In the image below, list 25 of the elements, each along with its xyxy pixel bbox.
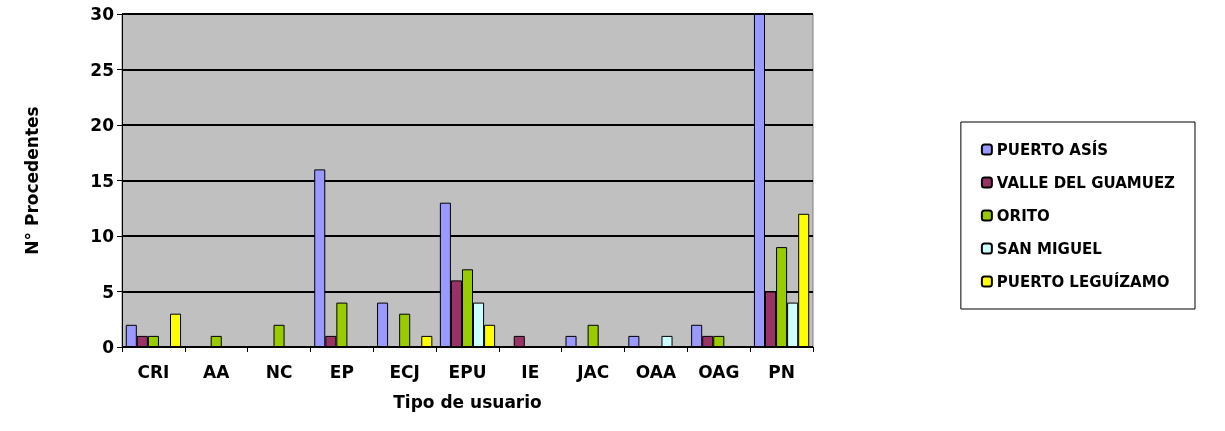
- legend-label: VALLE DEL GUAMUEZ: [996, 173, 1176, 192]
- x-tick-label: NC: [265, 361, 293, 382]
- y-tick-label: 25: [90, 59, 114, 80]
- x-tick-label: AA: [203, 361, 231, 382]
- y-tick-label: 10: [90, 226, 115, 246]
- y-axis-title: N° Procedentes: [21, 106, 42, 255]
- y-tick-label: 20: [90, 115, 115, 135]
- y-tick-label: 0: [102, 337, 115, 357]
- x-tick-label: EPU: [448, 361, 487, 382]
- legend-label: ORITO: [996, 206, 1050, 225]
- x-tick-label: JAC: [576, 361, 610, 382]
- x-tick-label: CRI: [137, 361, 170, 382]
- x-tick-label: OAG: [698, 361, 740, 382]
- x-tick-label: IE: [521, 361, 540, 382]
- x-tick-label: EP: [329, 361, 354, 382]
- legend-label: PUERTO ASÍS: [996, 139, 1109, 159]
- legend-label: PUERTO LEGUÍZAMO: [996, 271, 1170, 291]
- x-tick-label: OAA: [635, 361, 677, 382]
- x-axis-title: Tipo de usuario: [393, 391, 542, 412]
- y-tick-label: 5: [102, 281, 114, 302]
- y-tick-label: 30: [90, 4, 115, 24]
- x-tick-label: PN: [768, 361, 795, 382]
- legend-label: SAN MIGUEL: [996, 239, 1103, 258]
- x-tick-label: ECJ: [389, 361, 420, 382]
- y-tick-label: 15: [90, 170, 114, 191]
